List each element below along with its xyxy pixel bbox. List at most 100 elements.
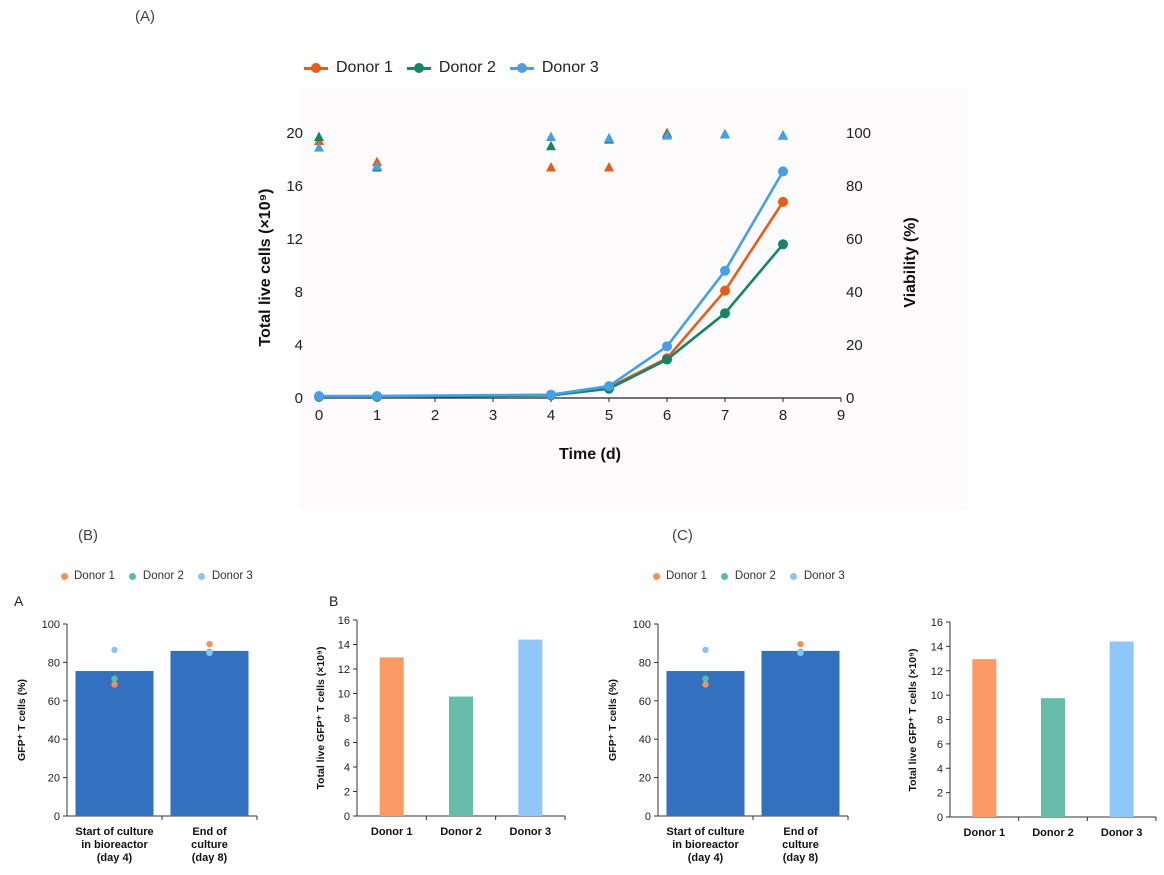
x-category-label: Donor 3 xyxy=(510,826,552,838)
x-tick-label: 7 xyxy=(721,407,729,424)
x-tick-label: 2 xyxy=(431,407,439,424)
x-tick-label: 3 xyxy=(489,407,497,424)
y2-axis-title: Viability (%) xyxy=(902,217,919,307)
legend-label: Donor 3 xyxy=(541,59,599,76)
y-tick-label: 14 xyxy=(931,641,943,653)
x-category-label: Start of culture xyxy=(75,826,153,838)
panel-label-b: (B) xyxy=(78,527,98,544)
legend-dot xyxy=(129,572,137,580)
bar xyxy=(1109,641,1134,817)
bar xyxy=(75,671,154,816)
viability-marker xyxy=(546,161,556,172)
x-tick-label: 0 xyxy=(315,407,323,424)
y-tick-label: 16 xyxy=(338,615,350,627)
x-category-label: in bioreactor xyxy=(672,839,739,851)
legend-item-donor-1: Donor 1 xyxy=(652,570,707,582)
x-tick-label: 9 xyxy=(837,407,845,424)
donor-point xyxy=(111,681,118,688)
bar xyxy=(972,659,997,817)
x-category-label: Donor 1 xyxy=(964,827,1006,839)
bar xyxy=(666,671,745,816)
legend-dot xyxy=(652,572,660,580)
viability-marker xyxy=(778,130,788,140)
legend-marker xyxy=(790,572,798,580)
y-tick-label: 0 xyxy=(295,390,303,407)
y2-tick-label: 20 xyxy=(846,337,863,354)
legend-dot xyxy=(413,63,424,73)
data-point xyxy=(720,265,730,276)
x-tick-label: 4 xyxy=(547,407,555,424)
x-category-label: (day 8) xyxy=(783,852,819,864)
y-tick-label: 12 xyxy=(338,664,350,676)
legend-dot xyxy=(311,63,321,73)
legend-item-donor-2: Donor 2 xyxy=(406,59,496,77)
y-tick-label: 2 xyxy=(344,787,350,799)
data-point xyxy=(720,308,730,319)
viability-marker xyxy=(314,131,324,141)
viability-marker xyxy=(546,140,556,151)
x-category-label: (day 4) xyxy=(97,852,133,864)
y-tick-label: 100 xyxy=(633,619,651,631)
legend-marker xyxy=(304,61,328,75)
y-tick-label: 2 xyxy=(937,788,943,800)
y-tick-label: 40 xyxy=(48,734,60,746)
x-category-label: Donor 2 xyxy=(440,826,482,838)
y-tick-label: 8 xyxy=(344,713,350,725)
legend-label: Donor 2 xyxy=(734,570,776,582)
y2-tick-label: 40 xyxy=(846,284,863,301)
x-tick-label: 8 xyxy=(779,407,787,424)
bar xyxy=(518,639,543,816)
x-axis-title: Time (d) xyxy=(559,446,621,463)
donor-point xyxy=(206,649,213,656)
y-tick-label: 14 xyxy=(338,640,350,652)
bar xyxy=(449,696,473,816)
legend-chart-b: Donor 1 Donor 2 Donor 3 xyxy=(60,570,267,582)
x-category-label: Donor 2 xyxy=(1032,827,1074,839)
data-point xyxy=(314,391,324,402)
data-point xyxy=(778,166,788,177)
y2-tick-label: 0 xyxy=(846,390,854,407)
legend-item-donor-2: Donor 2 xyxy=(129,570,184,582)
y-tick-label: 0 xyxy=(645,811,651,823)
y-tick-label: 40 xyxy=(639,734,651,746)
y-tick-label: 100 xyxy=(42,619,60,631)
y-tick-label: 20 xyxy=(639,773,651,785)
y-tick-label: 4 xyxy=(344,762,350,774)
donor-point xyxy=(797,649,804,656)
bar xyxy=(170,650,249,816)
viability-marker xyxy=(604,161,614,172)
legend-marker xyxy=(60,572,68,580)
y-tick-label: 60 xyxy=(48,696,60,708)
y2-tick-label: 60 xyxy=(846,231,863,248)
legend-dot xyxy=(721,572,729,580)
x-tick-label: 5 xyxy=(605,407,613,424)
legend-marker xyxy=(652,572,660,580)
y-tick-label: 0 xyxy=(937,812,943,824)
y-axis-title: GFP⁺ T cells (%) xyxy=(16,679,28,761)
legend-dot xyxy=(60,572,68,580)
legend-label: Donor 2 xyxy=(438,59,496,76)
y-tick-label: 10 xyxy=(931,690,943,702)
donor-point xyxy=(702,646,709,654)
legend-label: Donor 3 xyxy=(803,570,845,582)
x-tick-label: 1 xyxy=(373,407,381,424)
y-tick-label: 6 xyxy=(344,738,350,750)
panel-label-c: (C) xyxy=(672,527,693,544)
viability-marker xyxy=(720,128,730,139)
y-tick-label: 20 xyxy=(286,125,303,142)
legend-label: Donor 1 xyxy=(74,570,115,582)
viability-marker xyxy=(604,132,614,143)
x-category-label: culture xyxy=(191,839,228,851)
viability-marker xyxy=(314,142,324,152)
legend-marker xyxy=(721,572,729,580)
data-point xyxy=(778,239,788,250)
legend-chart-c: Donor 1 Donor 2 Donor 3 xyxy=(652,570,859,582)
y-axis-title: GFP⁺ T cells (%) xyxy=(607,679,619,761)
viability-marker xyxy=(372,160,382,171)
legend-marker xyxy=(406,61,431,75)
donor-point xyxy=(702,675,709,682)
y-tick-label: 10 xyxy=(338,689,350,701)
